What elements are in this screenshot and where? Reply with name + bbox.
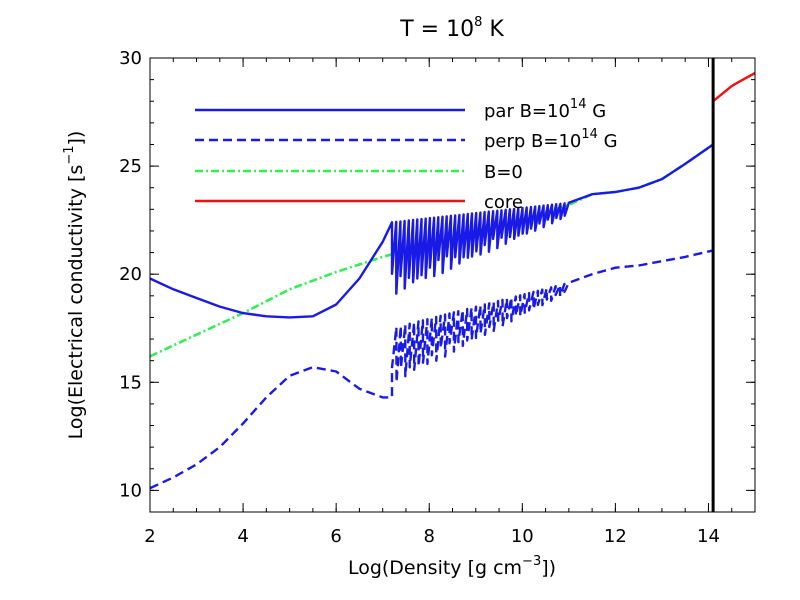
x-tick-label: 14 — [697, 526, 720, 547]
y-tick-label: 25 — [119, 156, 142, 177]
y-tick-label: 10 — [119, 480, 142, 501]
x-tick-label: 6 — [330, 526, 341, 547]
legend: par B=1014 G perp B=1014 G B=0 core — [195, 97, 618, 213]
x-tick-label: 8 — [424, 526, 435, 547]
legend-label-par: par B=1014 G — [484, 97, 606, 122]
x-tick-label: 10 — [511, 526, 534, 547]
y-tick-label: 20 — [119, 264, 142, 285]
series-par-line — [150, 143, 714, 319]
y-axis-label: Log(Electrical conductivity [s−1]) — [62, 131, 87, 440]
series-perp-line — [150, 249, 714, 490]
legend-label-b0: B=0 — [484, 162, 523, 183]
y-tick-label: 30 — [119, 48, 142, 69]
legend-label-perp: perp B=1014 G — [484, 127, 618, 152]
series-layer — [150, 72, 755, 490]
x-axis-label: Log(Density [g cm−3]) — [348, 554, 556, 579]
chart-title: T = 108 K — [399, 15, 504, 42]
series-core-line — [712, 72, 755, 103]
x-tick-label: 2 — [144, 526, 155, 547]
x-tick-label: 4 — [237, 526, 248, 547]
y-tick-label: 15 — [119, 372, 142, 393]
legend-label-core: core — [484, 192, 523, 213]
axis-ticks: 2 4 6 8 10 12 14 10 15 20 25 30 — [119, 48, 756, 547]
plot-frame — [149, 57, 756, 513]
x-tick-label: 12 — [604, 526, 627, 547]
